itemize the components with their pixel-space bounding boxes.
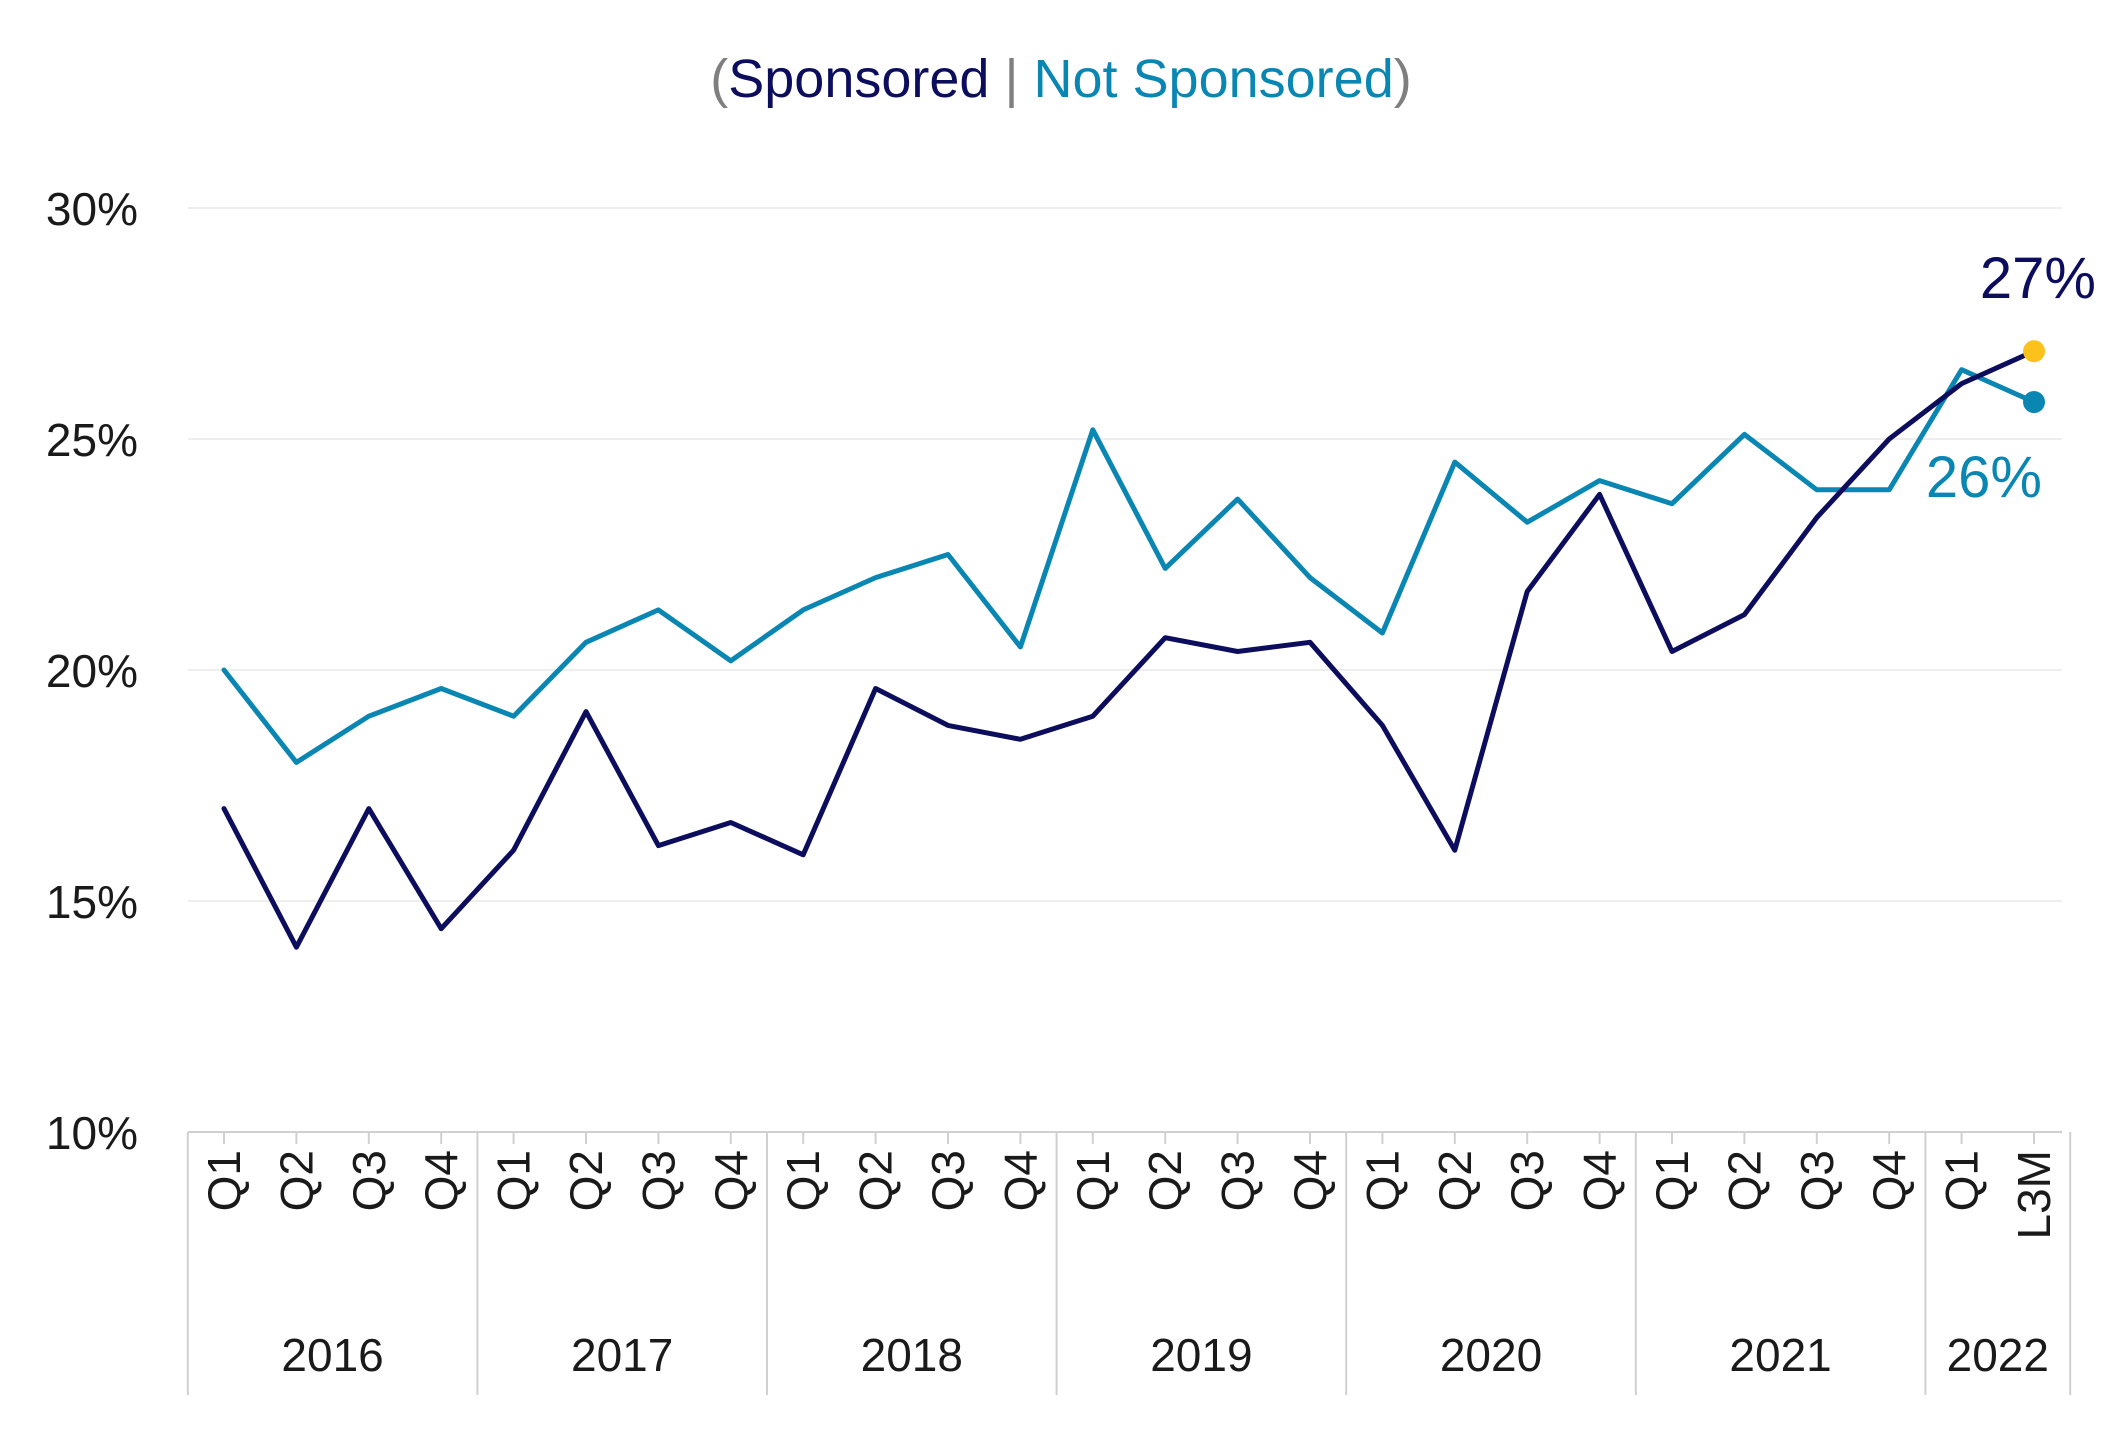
x-tick-label: Q1: [1356, 1150, 1408, 1211]
title-open-paren: (: [710, 49, 728, 109]
end-marker-not-sponsored: [2023, 391, 2045, 414]
y-tick-label: 25%: [46, 414, 138, 466]
end-labels: 27% 26%: [1926, 246, 2096, 510]
x-tick-label: Q3: [1212, 1150, 1264, 1211]
year-label: 2021: [1729, 1329, 1831, 1381]
title-sponsored: Sponsored: [728, 49, 989, 109]
x-tick-label: Q2: [850, 1150, 902, 1211]
x-tick-label: L3M: [2008, 1150, 2060, 1239]
x-tick-label: Q2: [1139, 1150, 1191, 1211]
x-tick-label: Q4: [415, 1150, 467, 1211]
x-tick-label: Q1: [198, 1150, 250, 1211]
x-tick-label: Q2: [270, 1150, 322, 1211]
x-tick-label: Q1: [1936, 1150, 1988, 1211]
x-tick-label: Q3: [632, 1150, 684, 1211]
y-tick-label: 10%: [46, 1107, 138, 1159]
x-tick-label: Q3: [343, 1150, 395, 1211]
year-label: 2018: [861, 1329, 963, 1381]
y-tick-label: 20%: [46, 645, 138, 697]
gridlines: [188, 207, 2062, 902]
x-tick-label: Q1: [1646, 1150, 1698, 1211]
series: [221, 340, 2045, 950]
x-tick-label: Q2: [1429, 1150, 1481, 1211]
x-tick-label: Q4: [1284, 1150, 1336, 1211]
x-tick-label: Q1: [488, 1150, 540, 1211]
end-label-not-sponsored: 26%: [1926, 445, 2042, 510]
x-tick-label: Q4: [1863, 1150, 1915, 1211]
x-tick-label: Q2: [1718, 1150, 1770, 1211]
x-tick-label: Q3: [922, 1150, 974, 1211]
y-axis: 10% 15% 20% 25% 30%: [46, 183, 138, 1159]
title-separator: |: [989, 49, 1033, 109]
x-tick-label: Q3: [1501, 1150, 1553, 1211]
x-tick-label: Q4: [1574, 1150, 1626, 1211]
year-label: 2022: [1947, 1329, 2049, 1381]
x-tick-label: Q2: [560, 1150, 612, 1211]
year-label: 2019: [1150, 1329, 1252, 1381]
y-tick-label: 30%: [46, 183, 138, 235]
x-tick-label: Q4: [994, 1150, 1046, 1211]
title-not-sponsored: Not Sponsored: [1034, 49, 1394, 109]
end-label-sponsored: 27%: [1980, 246, 2096, 311]
series-line-sponsored: [221, 348, 2037, 950]
x-tick-label: Q4: [705, 1150, 757, 1211]
chart-title: (Sponsored | Not Sponsored): [710, 49, 1411, 109]
year-label: 2020: [1440, 1329, 1542, 1381]
x-tick-label: Q1: [1067, 1150, 1119, 1211]
year-label: 2017: [571, 1329, 673, 1381]
title-close-paren: ): [1394, 49, 1412, 109]
y-tick-label: 15%: [46, 876, 138, 928]
x-tick-label: Q1: [777, 1150, 829, 1211]
x-tick-label: Q3: [1791, 1150, 1843, 1211]
x-axis: Q1 Q2 Q3 Q4 Q1 Q2 Q3 Q4 Q1 Q2 Q3 Q4 Q1 Q2 Q3 Q4 Q1 Q2 Q3 Q4…: [186, 1131, 2072, 1395]
series-line-not-sponsored: [221, 367, 2037, 765]
end-marker-sponsored: [2023, 340, 2045, 363]
year-label: 2016: [281, 1329, 383, 1381]
